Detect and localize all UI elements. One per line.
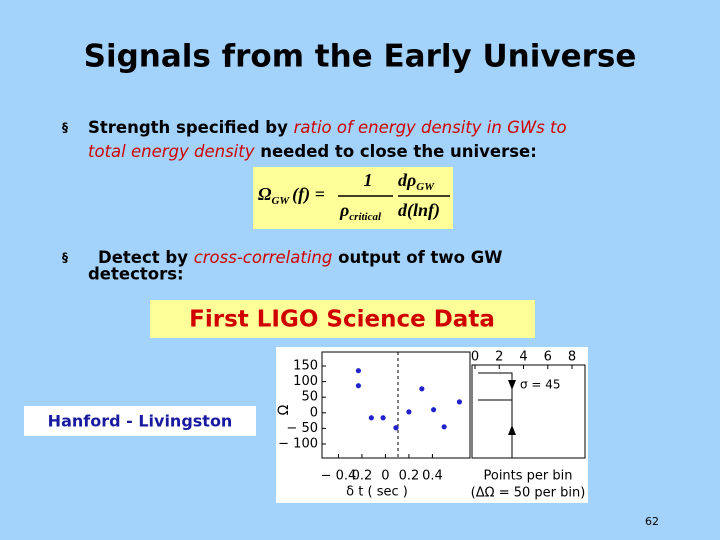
plot-background (276, 347, 588, 503)
text: Detect by (98, 248, 188, 267)
data-point (355, 383, 362, 389)
bullet: § Detect by cross-correlating output of … (62, 248, 503, 284)
formula: ΩGW (f) = 1 ρcritical dρGW d(lnf) (258, 170, 450, 223)
numerator: dρGW (398, 170, 435, 192)
data-point (368, 415, 374, 421)
emphasis: total energy density (88, 142, 255, 161)
y-tick-label: 0 (310, 405, 318, 420)
x-tick-label: − 0.4 (321, 469, 357, 484)
hist-tick-label: 2 (495, 350, 503, 365)
data-point (456, 399, 463, 405)
symbol: dρ (398, 170, 416, 190)
y-tick-label: − 100 (278, 436, 318, 451)
hist-tick-label: 0 (471, 350, 479, 365)
data-point (441, 424, 447, 430)
denominator: d(lnf) (398, 200, 440, 221)
x-tick-label: 0.2 (399, 469, 420, 484)
text: Strength specified by (88, 118, 288, 137)
data-point (430, 407, 437, 413)
x-axis-label: δ t ( sec ) (346, 485, 408, 500)
x-tick-label: 0 (381, 469, 389, 484)
page-number: 62 (645, 515, 659, 528)
data-point (380, 415, 386, 421)
y-tick-label: 50 (301, 390, 318, 405)
hist-tick-label: 6 (544, 350, 552, 365)
pair-box (24, 406, 256, 436)
plot-frame (321, 351, 471, 459)
subscript: GW (416, 181, 435, 193)
plot: Ω δ t ( sec ) σ = 45 Points per bin (ΔΩ … (276, 350, 585, 501)
x-tick-label: 0.4 (422, 469, 443, 484)
x-tick-label: 0.2 (352, 469, 373, 484)
y-tick-label: 100 (293, 374, 318, 389)
data-point (406, 409, 412, 415)
argument: (f) = (292, 184, 325, 205)
banner: First LIGO Science Data (189, 307, 495, 333)
bullet-marker: § (62, 121, 68, 135)
y-tick-label: 150 (293, 359, 318, 374)
y-tick-label: − 50 (286, 421, 318, 436)
denominator: ρcritical (339, 200, 382, 222)
hist-tick-label: 8 (568, 350, 576, 365)
bullet-line: Detect by cross-correlating output of tw… (98, 248, 503, 267)
title: Signals from the Early Universe (84, 39, 637, 75)
subscript: critical (349, 211, 382, 223)
hist-tick-label: 4 (519, 350, 527, 365)
symbol: ρ (339, 200, 349, 220)
banner-box (150, 300, 535, 338)
symbol: Ω (258, 184, 272, 204)
subscript: GW (271, 195, 290, 207)
numerator: 1 (364, 170, 373, 190)
bullet: § Strength specified by ratio of energy … (62, 118, 567, 161)
sigma-label: σ = 45 (520, 378, 561, 392)
hist-label: Points per bin (483, 469, 572, 484)
bullet-marker: § (62, 251, 68, 265)
data-point (393, 425, 399, 431)
y-axis-label: Ω (276, 404, 292, 415)
bullet-line: detectors: (88, 265, 184, 284)
data-point (419, 386, 425, 392)
emphasis: ratio of energy density in GWs to (294, 118, 567, 137)
emphasis: cross-correlating (194, 248, 333, 267)
formula-box (253, 167, 453, 229)
data-point (355, 368, 362, 374)
hist-note: (ΔΩ = 50 per bin) (471, 486, 586, 501)
hist-frame (471, 364, 586, 459)
formula-lhs: ΩGW (f) = (258, 184, 325, 206)
text: output of two GW (338, 248, 502, 267)
bullet-line: Strength specified by ratio of energy de… (88, 118, 567, 137)
pair-label: Hanford - Livingston (48, 412, 233, 431)
text: needed to close the universe: (260, 142, 537, 161)
bullet-line: total energy density needed to close the… (88, 142, 537, 161)
